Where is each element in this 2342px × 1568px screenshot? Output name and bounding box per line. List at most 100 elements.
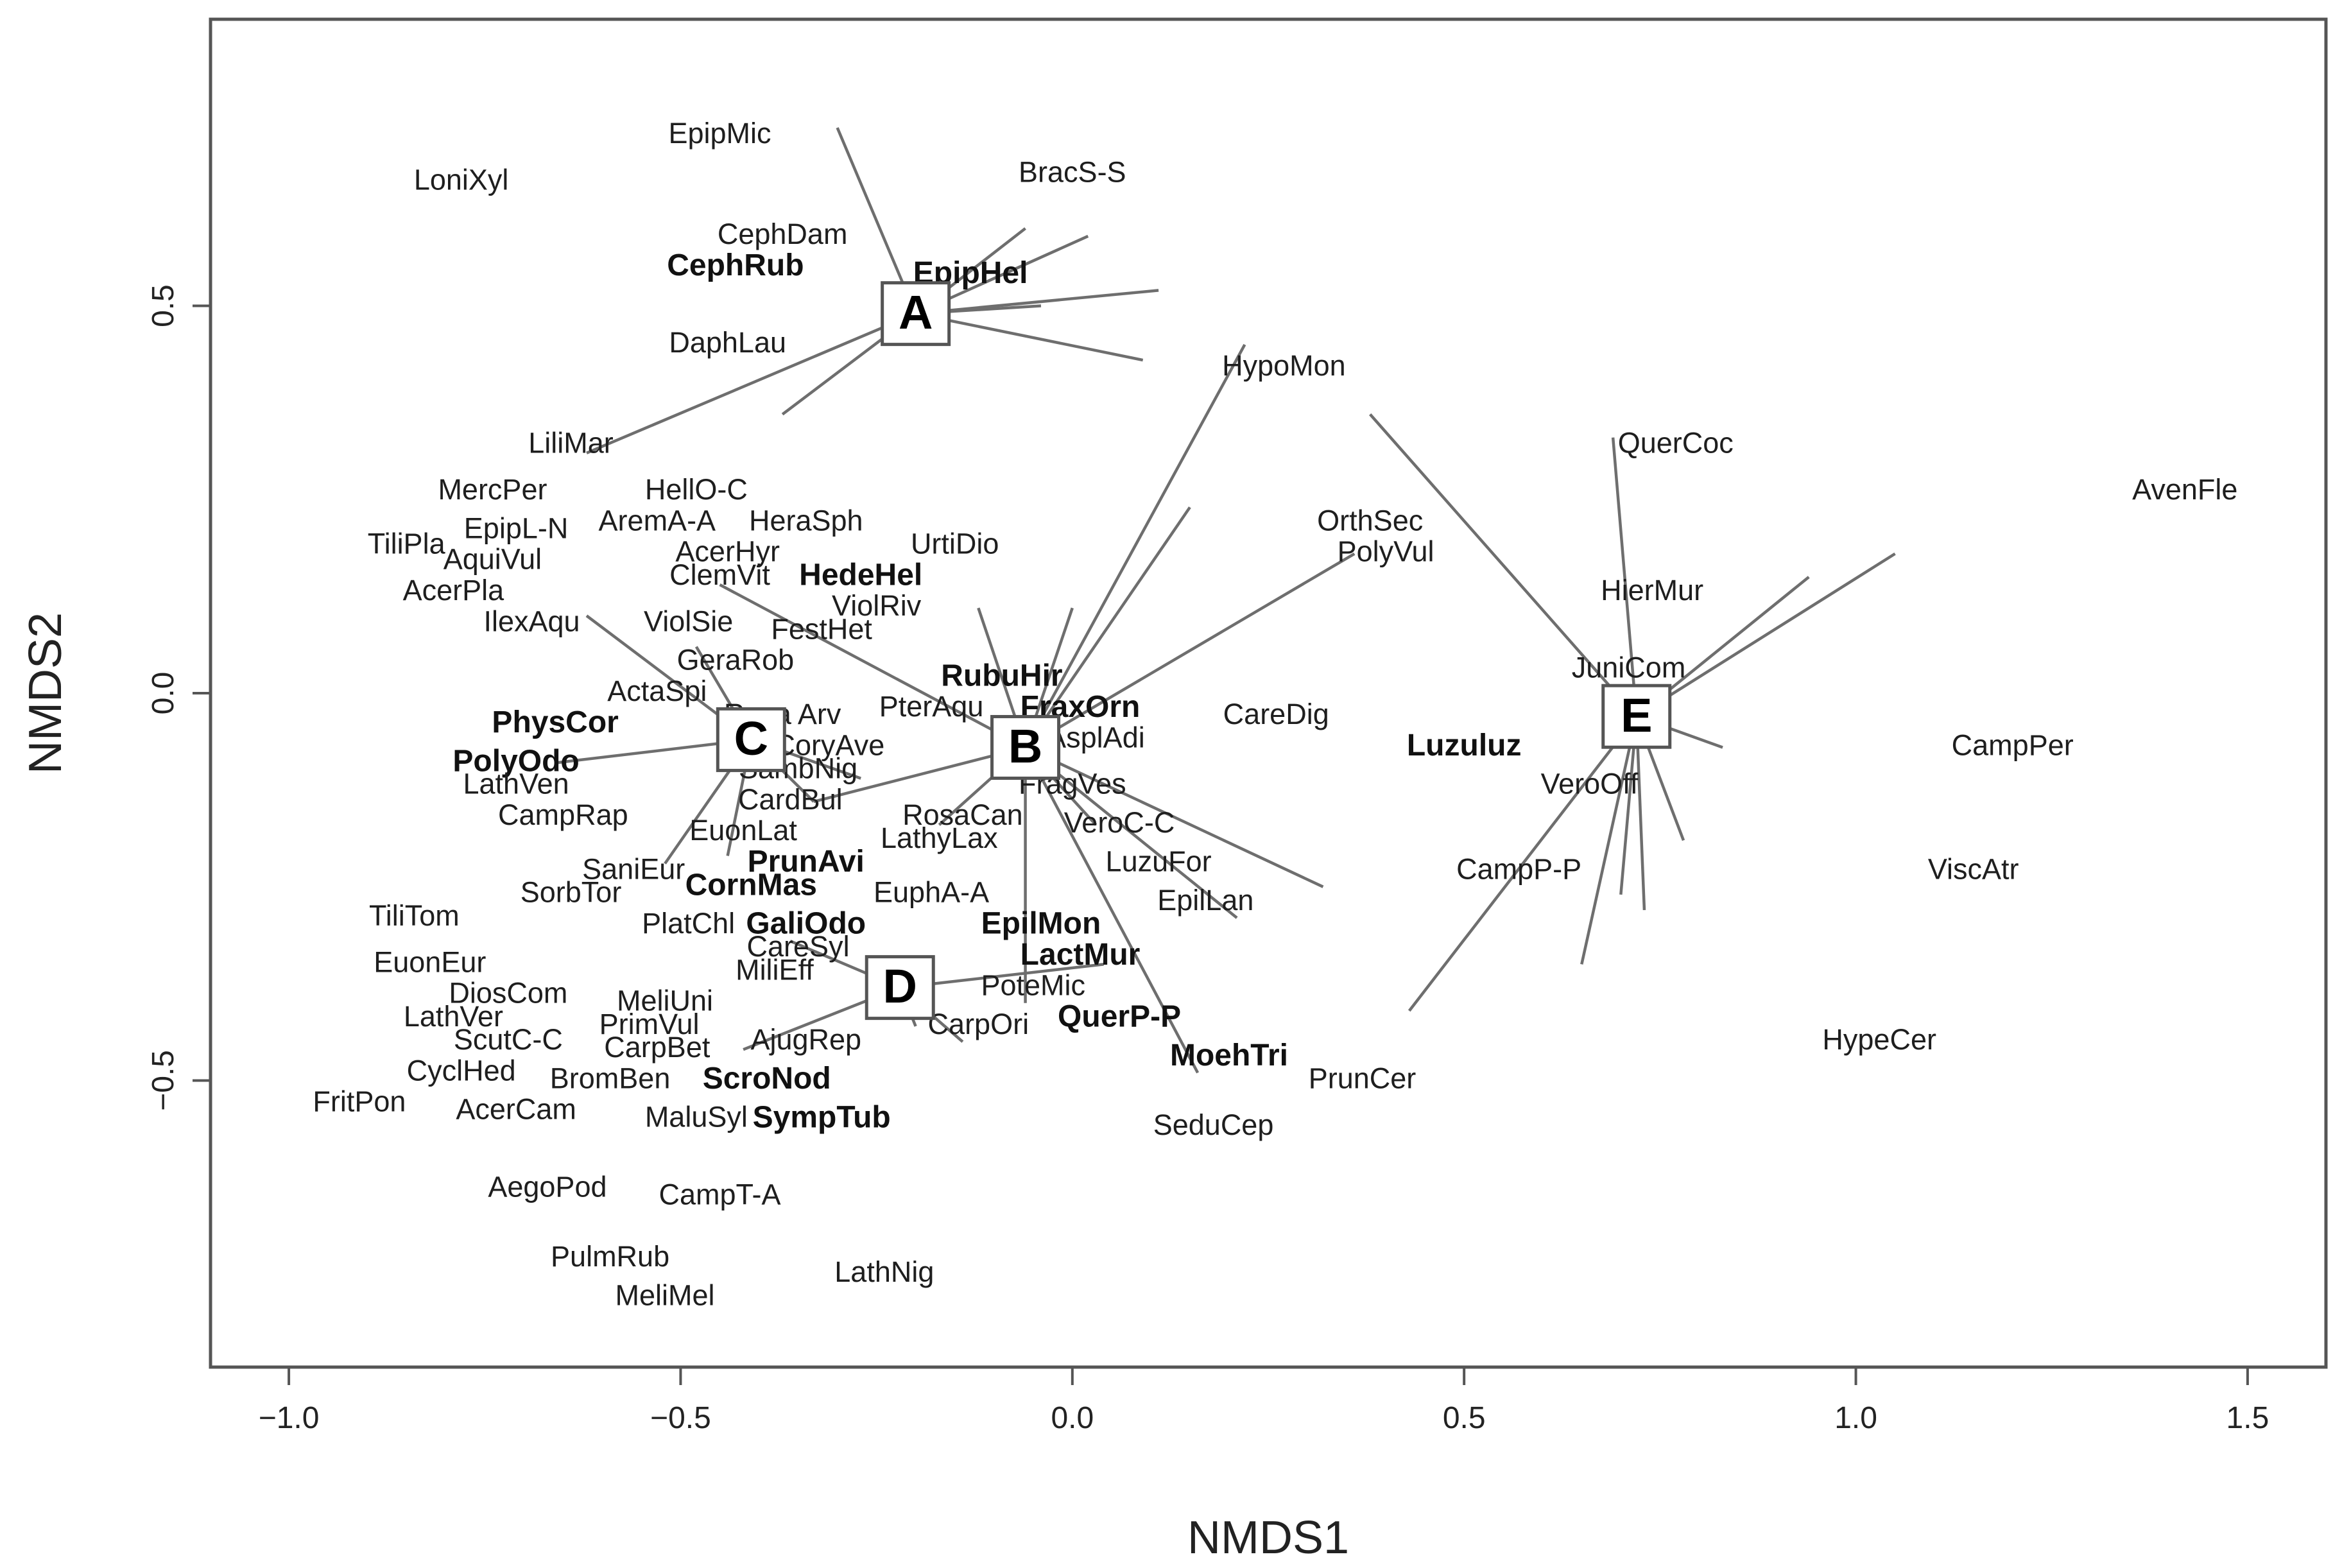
species-label-physcor: PhysCor (492, 705, 618, 739)
species-label-caredig: CareDig (1223, 698, 1329, 730)
species-label-acerhyr: AcerHyr (675, 535, 780, 568)
species-label-aspladi: AsplAdi (1047, 721, 1145, 754)
species-label-pteraqu: PterAqu (879, 690, 984, 723)
species-label-milieff: MiliEff (736, 953, 814, 986)
centroid-label-c: C (734, 712, 768, 765)
species-label-lathnig: LathNig (834, 1255, 934, 1288)
x-axis: −1.0 −0.5 0.0 0.5 1.0 1.5 (259, 1366, 2269, 1435)
species-label-acerpla: AcerPla (403, 574, 505, 607)
y-axis-label: NMDS2 (20, 612, 71, 774)
species-label-junicom: JuniCom (1572, 651, 1686, 684)
centroid-label-b: B (1008, 719, 1042, 773)
spoke-b-8 (1024, 343, 1246, 748)
species-label-symptub: SympTub (753, 1100, 891, 1134)
species-label-orthsec: OrthSec (1317, 504, 1423, 537)
species-label-fritpon: FritPon (313, 1085, 406, 1118)
species-label-eupha-a: EuphA-A (874, 876, 989, 909)
species-label-epillan: EpilLan (1157, 884, 1253, 917)
spoke-e-38 (1408, 715, 1638, 1012)
species-label-querp-p: QuerP-P (1058, 1000, 1181, 1034)
species-label-hello-c: HellO-C (645, 473, 748, 506)
spoke-e-33 (1369, 413, 1638, 718)
centroid-box-b (990, 714, 1061, 780)
species-label-euoneur: EuonEur (374, 945, 486, 978)
species-label-campper: CampPer (1952, 728, 2074, 761)
species-label-melimel: MeliMel (616, 1279, 715, 1311)
spoke-b-14 (1024, 746, 1324, 888)
centroid-b: B (990, 714, 1061, 780)
species-label-acercam: AcerCam (456, 1093, 576, 1126)
species-label-herasph: HeraSph (749, 504, 863, 537)
species-label-epipl-n: EpipL-N (464, 512, 569, 544)
species-label-scronod: ScroNod (703, 1062, 831, 1096)
x-tick-label: 0.0 (1051, 1401, 1094, 1435)
species-label-camprap: CampRap (498, 798, 628, 831)
species-label-seducep: SeduCep (1153, 1108, 1274, 1141)
species-label-lonixyl: LoniXyl (414, 163, 509, 196)
centroid-c: C (716, 707, 786, 772)
species-label-urtidio: UrtiDio (911, 528, 999, 560)
species-label-hypecer: HypeCer (1822, 1023, 1936, 1056)
y-tick-label: 0.5 (146, 284, 180, 327)
spoke-a-5 (915, 312, 1144, 362)
x-tick-label: 1.0 (1834, 1401, 1877, 1435)
species-label-cardbul: CardBul (738, 783, 843, 816)
species-label-campt-a: CampT-A (659, 1178, 780, 1210)
species-label-viscatr: ViscAtr (1928, 852, 2019, 885)
species-label-bracs-s: BracS-S (1019, 155, 1126, 188)
species-label-meliuni: MeliUni (617, 985, 713, 1017)
species-label-campp-p: CampP-P (1456, 852, 1581, 885)
x-tick-label: 0.5 (1443, 1401, 1486, 1435)
species-label-lathven: LathVen (463, 768, 569, 800)
species-label-verooff: VeroOff (1541, 768, 1639, 800)
y-tick-label: −0.5 (146, 1050, 180, 1111)
species-label-violsie: ViolSie (644, 605, 733, 637)
species-label-dioscom: DiosCom (449, 977, 567, 1010)
x-tick-label: −1.0 (259, 1401, 320, 1435)
species-label-luzufor: LuzuFor (1106, 845, 1212, 877)
centroid-d: D (865, 955, 935, 1021)
centroid-e: E (1601, 684, 1672, 749)
x-tick-label: 1.5 (2226, 1401, 2269, 1435)
spoke-e-36 (1635, 552, 1896, 718)
species-label-lathver: LathVer (404, 1000, 503, 1033)
species-label-tilipla: TiliPla (368, 528, 446, 560)
species-label-mercper: MercPer (438, 473, 547, 506)
species-label-luzuluz: Luzuluz (1407, 728, 1522, 762)
species-label-malusyl: MaluSyl (645, 1101, 748, 1133)
centroid-box-e (1601, 684, 1672, 749)
species-label-quercoc: QuerCoc (1618, 427, 1734, 460)
species-label-epipmic: EpipMic (668, 117, 771, 150)
spoke-b-15 (1024, 746, 1238, 919)
species-label-caresyl: CareSyl (747, 930, 850, 963)
species-label-euonlat: EuonLat (689, 814, 797, 847)
species-label-ilexaqu: IlexAqu (483, 605, 580, 637)
species-label-avenfle: AvenFle (2132, 473, 2237, 506)
centroid-a: A (881, 281, 951, 347)
species-label-cephdam: CephDam (718, 218, 848, 250)
species-label-veroc-c: VeroC-C (1064, 806, 1175, 839)
species-label-pulmrub: PulmRub (551, 1240, 669, 1273)
species-label-clemvit: ClemVit (669, 558, 770, 591)
species-label-rubuhir: RubuHir (941, 659, 1062, 693)
species-label-aquivul: AquiVul (443, 543, 542, 576)
spoke-b-20 (813, 746, 1026, 804)
species-label-actaspi: ActaSpi (607, 675, 707, 707)
species-label-sorbtor: SorbTor (521, 876, 622, 909)
centroid-label-d: D (883, 960, 917, 1013)
spoke-e-34 (1611, 437, 1638, 717)
spoke-b-10 (1024, 552, 1356, 749)
spoke-e-39 (1580, 716, 1638, 965)
species-label-cyclhed: CyclHed (407, 1054, 516, 1087)
species-label-hiermur: HierMur (1601, 574, 1703, 607)
species-label-scutc-c: ScutC-C (454, 1023, 563, 1056)
centroid-label-e: E (1621, 689, 1652, 742)
species-label-cornmas: CornMas (685, 868, 817, 902)
centroid-label-a: A (899, 286, 933, 339)
species-label-cephrub: CephRub (667, 248, 804, 282)
species-label-rosacan: RosaCan (902, 798, 1023, 831)
centroid-box-c (716, 707, 786, 772)
species-label-potemic: PoteMic (981, 969, 1085, 1002)
